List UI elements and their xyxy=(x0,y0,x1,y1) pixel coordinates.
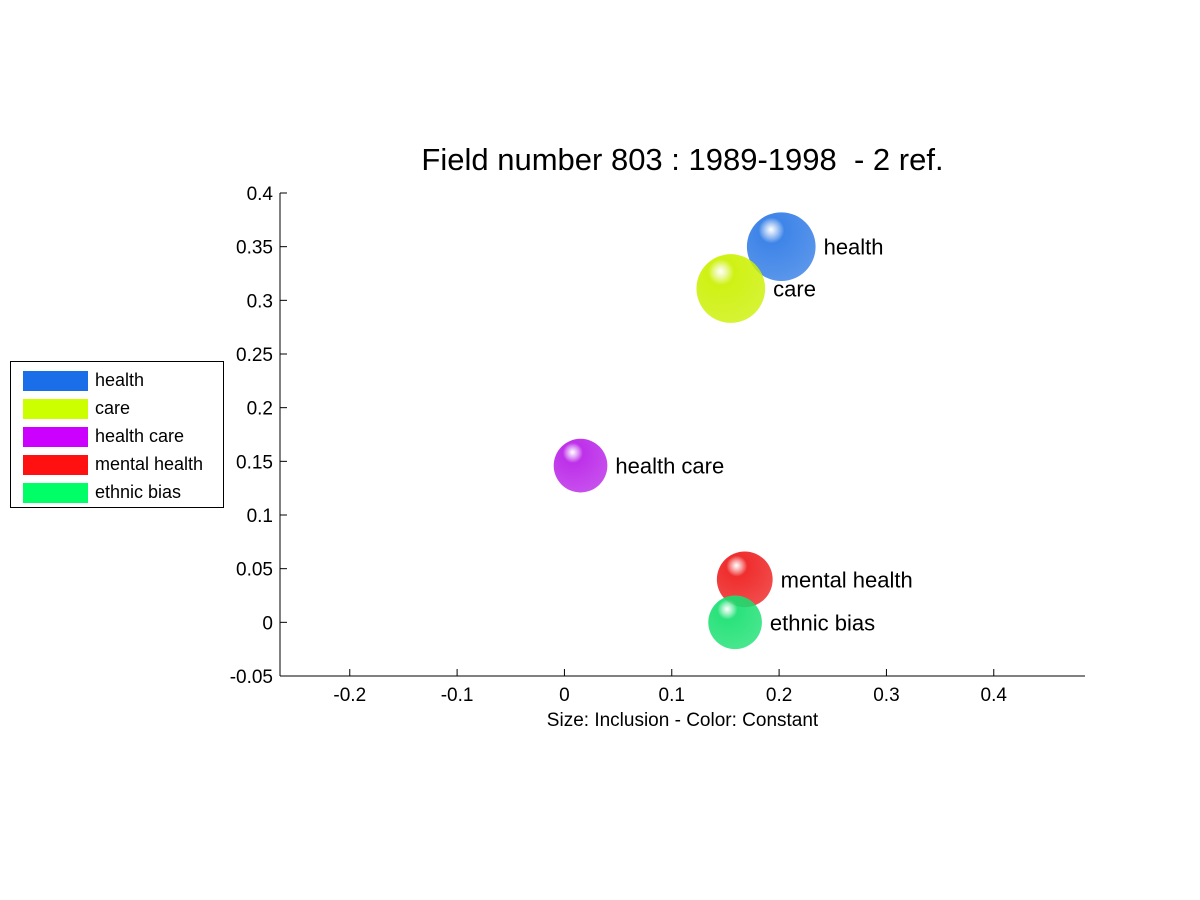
x-tick-label: 0.2 xyxy=(766,685,792,706)
legend-swatch-care xyxy=(23,399,88,419)
y-tick-label: 0.15 xyxy=(236,452,273,473)
bubble-label-health: health xyxy=(824,235,884,260)
x-axis-label: Size: Inclusion - Color: Constant xyxy=(546,710,819,731)
legend-label-health: health xyxy=(95,370,145,390)
x-tick-label: -0.1 xyxy=(441,685,474,706)
bubble-label-ethnic-bias: ethnic bias xyxy=(770,610,875,635)
x-tick-label: 0 xyxy=(559,685,570,706)
legend-swatch-health xyxy=(23,371,88,391)
bubble-health-care xyxy=(553,438,608,493)
legend-label-care: care xyxy=(95,398,131,418)
y-tick-label: 0.3 xyxy=(247,291,273,312)
bubble-label-mental-health: mental health xyxy=(781,567,913,592)
axes: -0.2 -0.1 0 0.1 0.2 0.3 0.4 -0.05 0 0.05 0.1 0.15 0.… xyxy=(230,184,1085,706)
chart-title: Field number 803 : 1989-1998 - 2 ref. xyxy=(421,142,944,177)
bubble-label-care: care xyxy=(773,277,816,302)
bubble-label-health-care: health care xyxy=(615,454,724,479)
x-tick-label: 0.4 xyxy=(981,685,1008,706)
y-tick-label: 0.35 xyxy=(236,238,273,259)
legend-swatch-mental-health xyxy=(23,455,88,475)
x-tick-label: -0.2 xyxy=(333,685,366,706)
legend-swatch-health-care xyxy=(23,427,88,447)
legend-label-ethnic-bias: ethnic bias xyxy=(95,482,182,502)
y-tick-label: 0.2 xyxy=(247,399,273,420)
legend-swatch-ethnic-bias xyxy=(23,483,88,503)
y-tick-label: 0.1 xyxy=(247,506,273,527)
x-tick-label: 0.1 xyxy=(659,685,685,706)
legend: health care health care mental health et… xyxy=(10,361,224,508)
bubble-care xyxy=(696,254,766,323)
x-tick-label: 0.3 xyxy=(873,685,899,706)
legend-label-mental-health: mental health xyxy=(95,454,204,474)
bubble-health xyxy=(746,212,816,282)
y-tick-label: 0.4 xyxy=(247,184,274,205)
legend-label-health-care: health care xyxy=(95,426,185,446)
y-tick-label: 0.25 xyxy=(236,345,273,366)
bubble-ethnic-bias xyxy=(708,595,762,650)
bubbles: health care health care mental health ethnic… xyxy=(553,212,913,650)
y-tick-label: 0.05 xyxy=(236,560,273,581)
y-tick-label: 0 xyxy=(262,613,273,634)
bubble-mental-health xyxy=(716,551,773,608)
y-tick-label: -0.05 xyxy=(230,667,273,688)
